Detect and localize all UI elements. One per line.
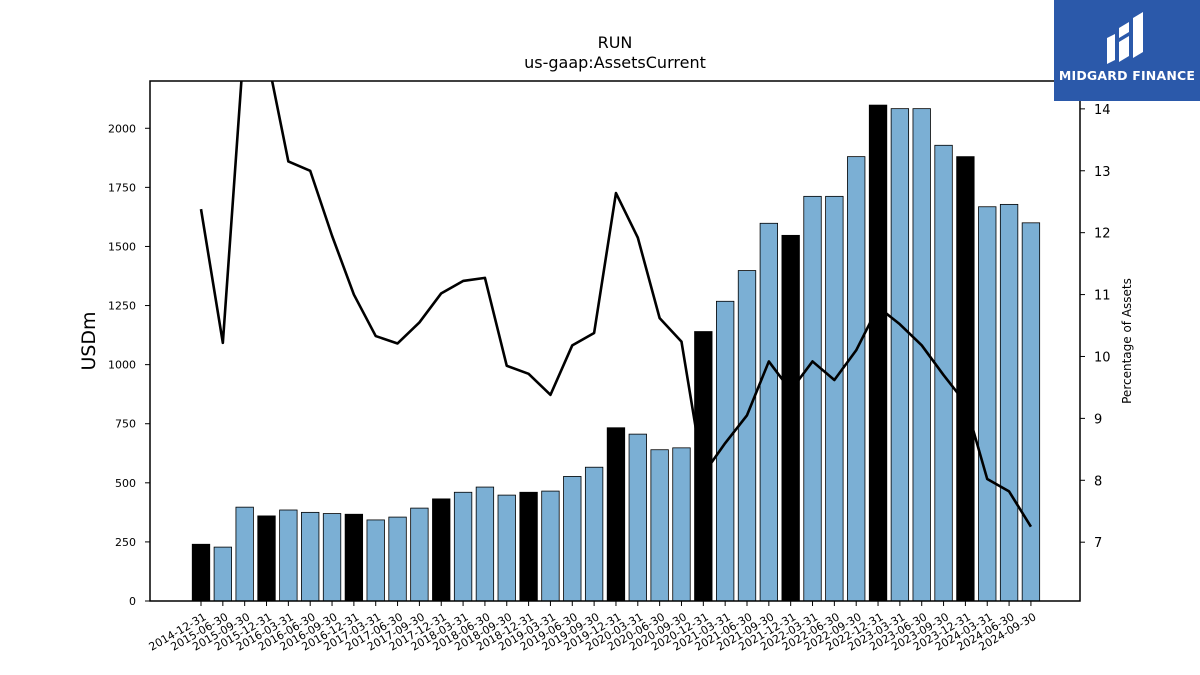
bar-2017-09-30	[410, 507, 429, 602]
midgard-logo-icon	[1107, 12, 1143, 64]
bar-2016-03-31	[279, 509, 298, 602]
bar-2018-09-30	[497, 494, 516, 602]
bar-2022-12-31	[868, 104, 888, 602]
bar-2022-09-30	[847, 156, 866, 602]
bar-2022-03-31	[803, 195, 822, 602]
y2-tick-label: 13	[1094, 165, 1111, 180]
y-tick-label: 1500	[108, 240, 136, 253]
right-axis: 7 8 9 10 11 12 13 14	[1080, 103, 1111, 551]
y-tick-label: 750	[115, 418, 136, 431]
bar-2019-03-31	[541, 490, 560, 602]
bar-2016-09-30	[322, 513, 342, 602]
bar-2019-12-31	[606, 427, 626, 602]
y2-tick-label: 8	[1094, 474, 1102, 489]
bar-2019-06-30	[563, 476, 582, 602]
bar-2020-03-31	[628, 433, 647, 602]
midgard-finance-logo: MIDGARD FINANCE	[1054, 0, 1200, 101]
bar-2024-03-31	[978, 206, 997, 602]
chart-subtitle: us-gaap:AssetsCurrent	[524, 53, 706, 72]
bar-2022-06-30	[825, 195, 844, 602]
y2-tick-label: 9	[1094, 412, 1102, 427]
bar-2017-03-31	[366, 519, 385, 602]
bar-2014-12-31	[191, 543, 211, 602]
y-tick-label: 250	[115, 536, 136, 549]
y-tick-label: 2000	[108, 122, 136, 135]
bar-2020-06-30	[650, 449, 669, 602]
y2-tick-label: 7	[1094, 536, 1102, 551]
x-axis: 2014-12-312015-06-302015-09-302015-12-31…	[147, 601, 1038, 654]
y-tick-label: 1250	[108, 300, 136, 313]
left-axis: 0 250 500 750 1000 1250 1500 1750 2000	[108, 122, 150, 608]
y2-axis-label: Percentage of Assets	[1120, 278, 1134, 404]
bar-2017-06-30	[388, 516, 407, 602]
bar-2016-06-30	[301, 511, 320, 602]
y2-tick-label: 12	[1094, 227, 1111, 242]
bar-2023-12-31	[956, 156, 975, 602]
bar-2021-12-31	[781, 234, 800, 602]
bar-2024-09-30	[1021, 222, 1041, 602]
bar-2019-09-30	[584, 466, 604, 602]
bar-2024-06-30	[999, 203, 1019, 602]
y-tick-label: 500	[115, 477, 136, 490]
bar-2015-09-30	[235, 506, 254, 602]
logo-text: MIDGARD FINANCE	[1058, 68, 1196, 83]
bar-2018-12-31	[519, 491, 538, 602]
y2-tick-label: 14	[1094, 103, 1111, 118]
bar-2020-09-30	[672, 447, 691, 602]
y2-tick-label: 10	[1094, 350, 1111, 365]
bar-2016-12-31	[344, 513, 364, 602]
percentage-line	[199, 81, 1033, 528]
bar-2018-06-30	[475, 486, 495, 602]
line-series	[199, 81, 1033, 528]
bar-2023-03-31	[890, 108, 910, 602]
bar-2017-12-31	[432, 498, 451, 602]
bar-2021-06-30	[737, 270, 757, 602]
y-tick-label: 1000	[108, 359, 136, 372]
chart-title: RUN	[598, 33, 633, 52]
y2-tick-label: 11	[1094, 289, 1111, 304]
bar-2021-09-30	[759, 222, 778, 602]
bar-2015-06-30	[213, 546, 232, 602]
y-axis-label: USDm	[78, 311, 100, 370]
y-tick-label: 0	[129, 595, 136, 608]
plot-frame	[149, 80, 1081, 602]
bar-2018-03-31	[453, 491, 473, 602]
bar-series	[191, 104, 1041, 602]
y-tick-label: 1750	[108, 181, 136, 194]
bar-2015-12-31	[257, 515, 276, 602]
